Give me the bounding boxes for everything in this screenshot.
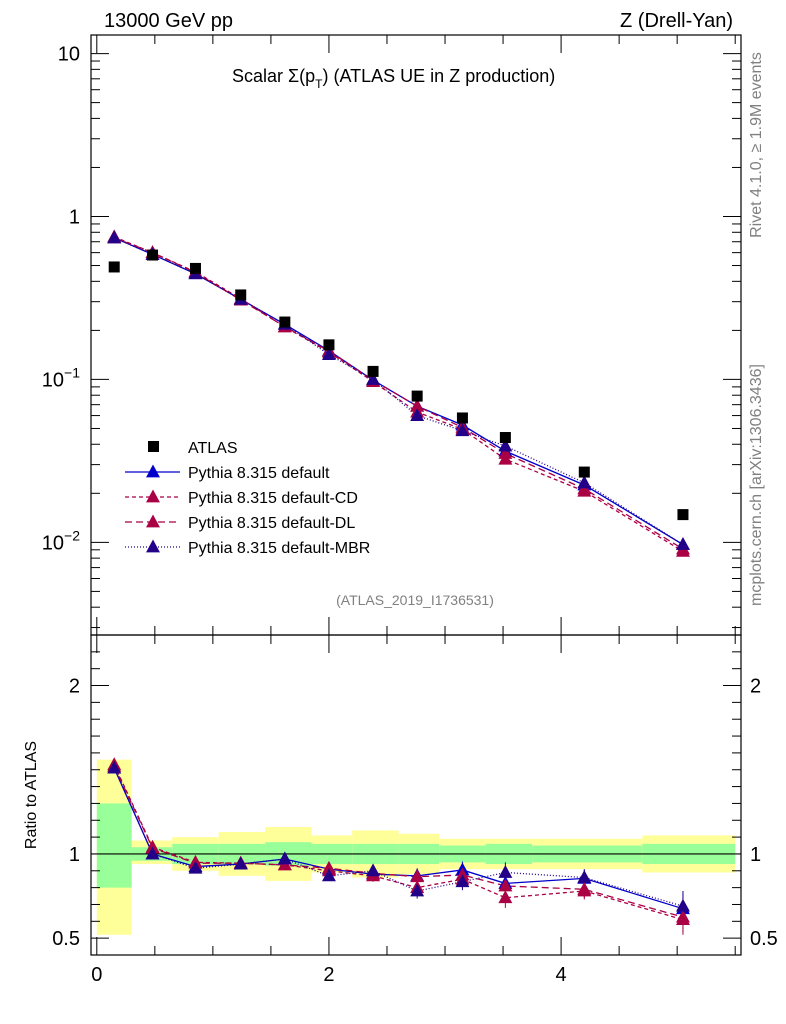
ratio-marker-s3-3 <box>233 856 248 870</box>
main-marker-s3-6 <box>366 371 381 385</box>
axis-ticks <box>91 35 741 955</box>
ratio-marker-s3-5 <box>321 868 336 882</box>
atlas-point-6 <box>367 365 379 377</box>
atlas-point-11 <box>677 509 689 521</box>
band-inner-0 <box>96 803 132 888</box>
ratio-ytick-label-right-0: 0.5 <box>750 928 778 950</box>
atlas-point-5 <box>323 339 335 351</box>
main-line-series-3 <box>113 237 684 546</box>
atlas-point-8 <box>456 412 468 424</box>
main-marker-s3-7 <box>410 408 425 421</box>
x-tick-label-2: 4 <box>556 964 567 986</box>
process-label: Z (Drell-Yan) <box>620 10 733 32</box>
ratio-marker-s3-11 <box>676 898 690 912</box>
ratio-marker-s3-7 <box>410 883 425 897</box>
ratio-marker-s1-9 <box>498 890 513 904</box>
ratio-marker-s3-9 <box>498 865 513 878</box>
legend-label-2: Pythia 8.315 default-DL <box>188 515 355 532</box>
atlas-point-10 <box>578 466 590 478</box>
atlas-point-3 <box>235 289 247 301</box>
main-marker-s3-0 <box>107 230 122 244</box>
main-ytick-label-1: 1 <box>69 206 80 228</box>
mcplots-label: mcplots.cern.ch [arXiv:1306.3436] <box>748 364 765 606</box>
main-line-series-2 <box>113 237 684 550</box>
atlas-point-7 <box>411 390 423 402</box>
main-marker-s3-10 <box>577 475 592 489</box>
atlas-point-1 <box>147 249 159 261</box>
ratio-marker-s3-4 <box>277 851 292 865</box>
ratio-frame <box>90 634 742 956</box>
legend-marker-1 <box>146 489 160 503</box>
plot-title: Scalar Σ(pT) (ATLAS UE in Z production) <box>232 66 555 91</box>
atlas-point-2 <box>189 262 201 274</box>
atlas-point-4 <box>279 316 291 328</box>
ratio-uncertainty-bands <box>91 759 741 935</box>
ratio-ytick-label-right-1: 1 <box>750 844 761 866</box>
legend-label-1: Pythia 8.315 default-CD <box>188 490 358 507</box>
main-marker-s3-11 <box>676 537 690 550</box>
energy-label: 13000 GeV pp <box>104 10 233 32</box>
legend-label-3: Pythia 8.315 default-MBR <box>188 540 370 557</box>
ratio-marker-s3-8 <box>455 874 470 888</box>
legend-marker-3 <box>146 539 160 553</box>
axis-tick-labels: 0 2 4 10 1 10−1 10−2 0.5 0.5 1 1 2 2 <box>42 44 778 986</box>
ratio-marker-s2-9 <box>498 878 513 892</box>
legend-marker-atlas <box>148 441 159 452</box>
main-marker-s2-7 <box>410 398 425 412</box>
main-marker-s3-9 <box>498 438 513 452</box>
legend-label-atlas: ATLAS <box>188 440 238 457</box>
x-tick-label-1: 2 <box>323 964 334 986</box>
ratio-plot <box>107 757 690 935</box>
main-ytick-label-3: 10−2 <box>42 527 80 554</box>
ratio-ytick-label-left-1: 1 <box>69 844 80 866</box>
main-marker-s2-9 <box>498 446 513 459</box>
ratio-marker-s3-1 <box>145 846 160 860</box>
atlas-point-9 <box>499 432 511 444</box>
main-ytick-label-0: 10 <box>58 44 80 66</box>
ratio-ylabel: Ratio to ATLAS <box>23 741 40 849</box>
ratio-marker-s3-2 <box>188 860 203 874</box>
ratio-line-series-0 <box>113 767 684 910</box>
ratio-ytick-label-right-2: 2 <box>750 676 761 698</box>
x-tick-label-0: 0 <box>91 964 102 986</box>
legend-marker-2 <box>146 514 160 528</box>
main-plot <box>107 229 690 557</box>
atlas-point-0 <box>108 261 120 273</box>
main-ytick-label-2: 10−1 <box>42 364 80 391</box>
legend: ATLAS Pythia 8.315 default Pythia 8.315 de… <box>125 440 370 557</box>
main-marker-s3-5 <box>321 347 336 361</box>
ratio-marker-s2-8 <box>455 867 470 881</box>
legend-label-0: Pythia 8.315 default <box>188 465 330 482</box>
ratio-line-series-1 <box>113 764 684 921</box>
ratio-ytick-label-left-0: 0.5 <box>52 928 80 950</box>
legend-marker-0 <box>146 464 160 478</box>
ratio-marker-s2-5 <box>321 860 336 874</box>
ratio-line-series-2 <box>113 766 684 918</box>
ratio-marker-s2-10 <box>577 881 592 895</box>
rivet-version-label: Rivet 4.1.0, ≥ 1.9M events <box>748 52 765 238</box>
ratio-marker-s2-11 <box>676 909 690 923</box>
ratio-marker-s3-6 <box>366 863 381 877</box>
ratio-marker-s2-7 <box>410 869 425 883</box>
ratio-ytick-label-left-2: 2 <box>69 676 80 698</box>
ratio-marker-s3-10 <box>577 870 592 883</box>
main-marker-s3-8 <box>455 423 470 437</box>
analysis-id-label: (ATLAS_2019_I1736531) <box>336 592 494 608</box>
ratio-marker-s3-0 <box>107 760 122 774</box>
